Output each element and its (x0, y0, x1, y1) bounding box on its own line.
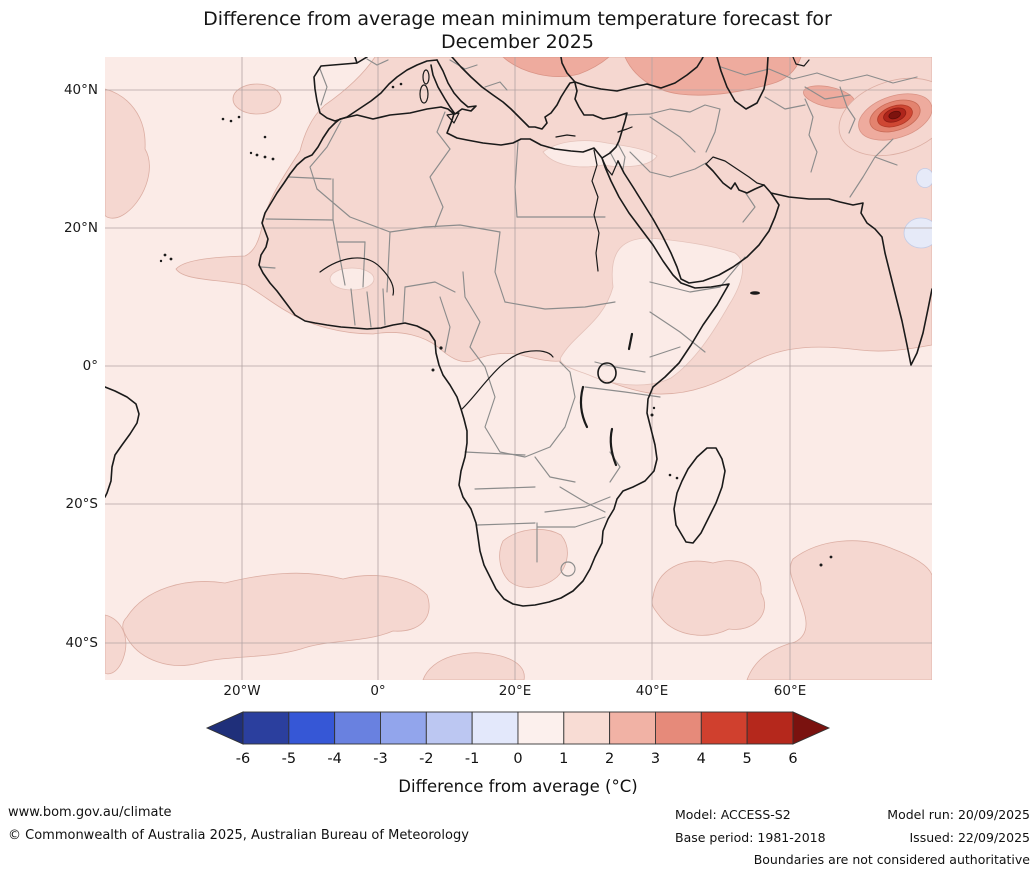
niger-river (319, 257, 395, 296)
lake-tanganyika (579, 385, 589, 429)
footer-disclaimer: Boundaries are not considered authoritat… (753, 852, 1030, 867)
colorbar-segment (655, 711, 702, 745)
africa-coastline (258, 106, 730, 607)
colorbar-segment (380, 711, 427, 745)
colorbar-segment (563, 711, 611, 745)
lon-label-20w: 20°W (223, 683, 261, 699)
footer-issued: Issued: 22/09/2025 (909, 830, 1031, 845)
anomaly-1-2-atlantic-west (104, 88, 150, 219)
levant-turkey-coastline (574, 82, 628, 159)
hotspot-hindu-kush (838, 77, 952, 156)
anomaly-1-2-south-edge-blob (422, 652, 525, 681)
colorbar-segment (242, 711, 290, 745)
colorbar-segment (471, 711, 519, 745)
anomaly-1-2-south-atlantic-band (122, 572, 430, 666)
lat-label-40n: 40°N (63, 82, 98, 98)
south-asia-coastline (770, 192, 933, 366)
footer-website: www.bom.gov.au/climate (8, 805, 172, 820)
colorbar-tick: 1 (559, 751, 569, 767)
colorbar-tick: 3 (650, 751, 661, 767)
iberia-france-coastline (313, 56, 438, 122)
page-title: Difference from average mean minimum tem… (0, 8, 1035, 54)
anomaly-neg1-0-india-small (916, 168, 934, 188)
anomaly-0-1-sudan-horn-yemen (560, 237, 743, 386)
anomaly-1-2-left-edge-south (104, 614, 127, 675)
crete-cyprus (555, 126, 633, 138)
colorbar-caption: Difference from average (°C) (398, 777, 638, 796)
colorbar-left-arrow (205, 711, 244, 745)
anomaly-map (104, 56, 952, 681)
page-title-line1: Difference from average mean minimum tem… (203, 8, 832, 30)
colorbar-ticks: -6 -5 -4 -3 -2 -1 0 1 2 3 4 5 6 (205, 751, 831, 771)
anomaly-1-2-atlantic-blob (232, 83, 282, 115)
colorbar-tick: 2 (605, 751, 615, 767)
coastlines (104, 56, 933, 607)
anomaly-2-3-balkans (501, 56, 611, 77)
lake-victoria (597, 362, 617, 384)
page-title-line2: December 2025 (441, 31, 594, 54)
colorbar-segment (517, 711, 565, 745)
graticule (105, 57, 932, 680)
colorbar-tick: 6 (788, 751, 798, 767)
lat-label-0: 0° (82, 358, 98, 374)
lake-turkana (627, 332, 634, 351)
anomaly-1-2-indian-ocean-band (746, 540, 933, 681)
caspian-coastline (716, 56, 769, 110)
colorbar-tick: 0 (513, 751, 523, 767)
lake-malawi (609, 427, 618, 467)
colorbar-tick: -6 (235, 751, 251, 767)
aral-coastline (792, 56, 810, 67)
colorbar-bar (205, 711, 831, 745)
colorbar-tick: -1 (464, 751, 480, 767)
colorbar-segment (746, 711, 794, 745)
warm-anomaly-patches (104, 56, 933, 681)
brazil-coastline (104, 386, 140, 498)
lat-label-40s: 40°S (65, 635, 99, 651)
congo-river (461, 350, 554, 410)
lat-label-20n: 20°N (63, 220, 98, 236)
colorbar-tick: -2 (419, 751, 434, 767)
cool-anomaly-patches (903, 168, 939, 249)
colorbar-segment (334, 711, 381, 745)
italy-coastline (430, 59, 477, 115)
nile-river (591, 149, 600, 272)
sinai-coast (601, 157, 619, 176)
anomaly-1-2-south-africa (499, 529, 568, 588)
colorbar-segment (700, 711, 748, 745)
anomaly-0-1-sahel-spot (329, 267, 375, 291)
colorbar-segment (288, 711, 336, 745)
footer-copyright: © Commonwealth of Australia 2025, Austra… (8, 828, 469, 843)
anomaly-1-2-indian-ocean-blob (651, 560, 765, 636)
anomaly-0-1-egypt-levant-strip (542, 140, 658, 168)
footer-model: Model: ACCESS-S2 (675, 807, 791, 822)
colorbar-tick: -3 (373, 751, 388, 767)
map-canvas (104, 56, 952, 681)
lon-label-0: 0° (370, 683, 386, 699)
black-sea-coastline (560, 56, 704, 92)
sicily (446, 112, 460, 124)
persian-gulf-north-coast (705, 156, 765, 186)
sardinia (419, 84, 429, 104)
colorbar-right-arrow (792, 711, 831, 745)
corsica (422, 69, 430, 85)
footer-base-period: Base period: 1981-2018 (675, 830, 826, 845)
colorbar-tick: -5 (281, 751, 297, 767)
lon-label-40e: 40°E (635, 683, 669, 699)
colorbar-tick: 4 (696, 751, 706, 767)
colorbar: -6 -5 -4 -3 -2 -1 0 1 2 3 4 5 6 Difference from aver… (205, 711, 831, 796)
arabia-coastline (617, 160, 780, 284)
rivers-lakes (319, 149, 634, 467)
madagascar-coastline (673, 447, 726, 544)
small-islands (159, 82, 833, 567)
footer-model-run: Model run: 20/09/2025 (887, 807, 1030, 822)
lon-label-20e: 20°E (498, 683, 532, 699)
colorbar-segment (609, 711, 656, 745)
colorbar-tick: -4 (327, 751, 342, 767)
hotspot-core-6-plus (888, 110, 901, 120)
lon-label-60e: 60°E (773, 683, 807, 699)
colorbar-segment (425, 711, 473, 745)
adriatic-greece-coastline (451, 56, 576, 130)
colorbar-tick: 5 (742, 751, 752, 767)
lat-label-20s: 20°S (65, 496, 99, 512)
